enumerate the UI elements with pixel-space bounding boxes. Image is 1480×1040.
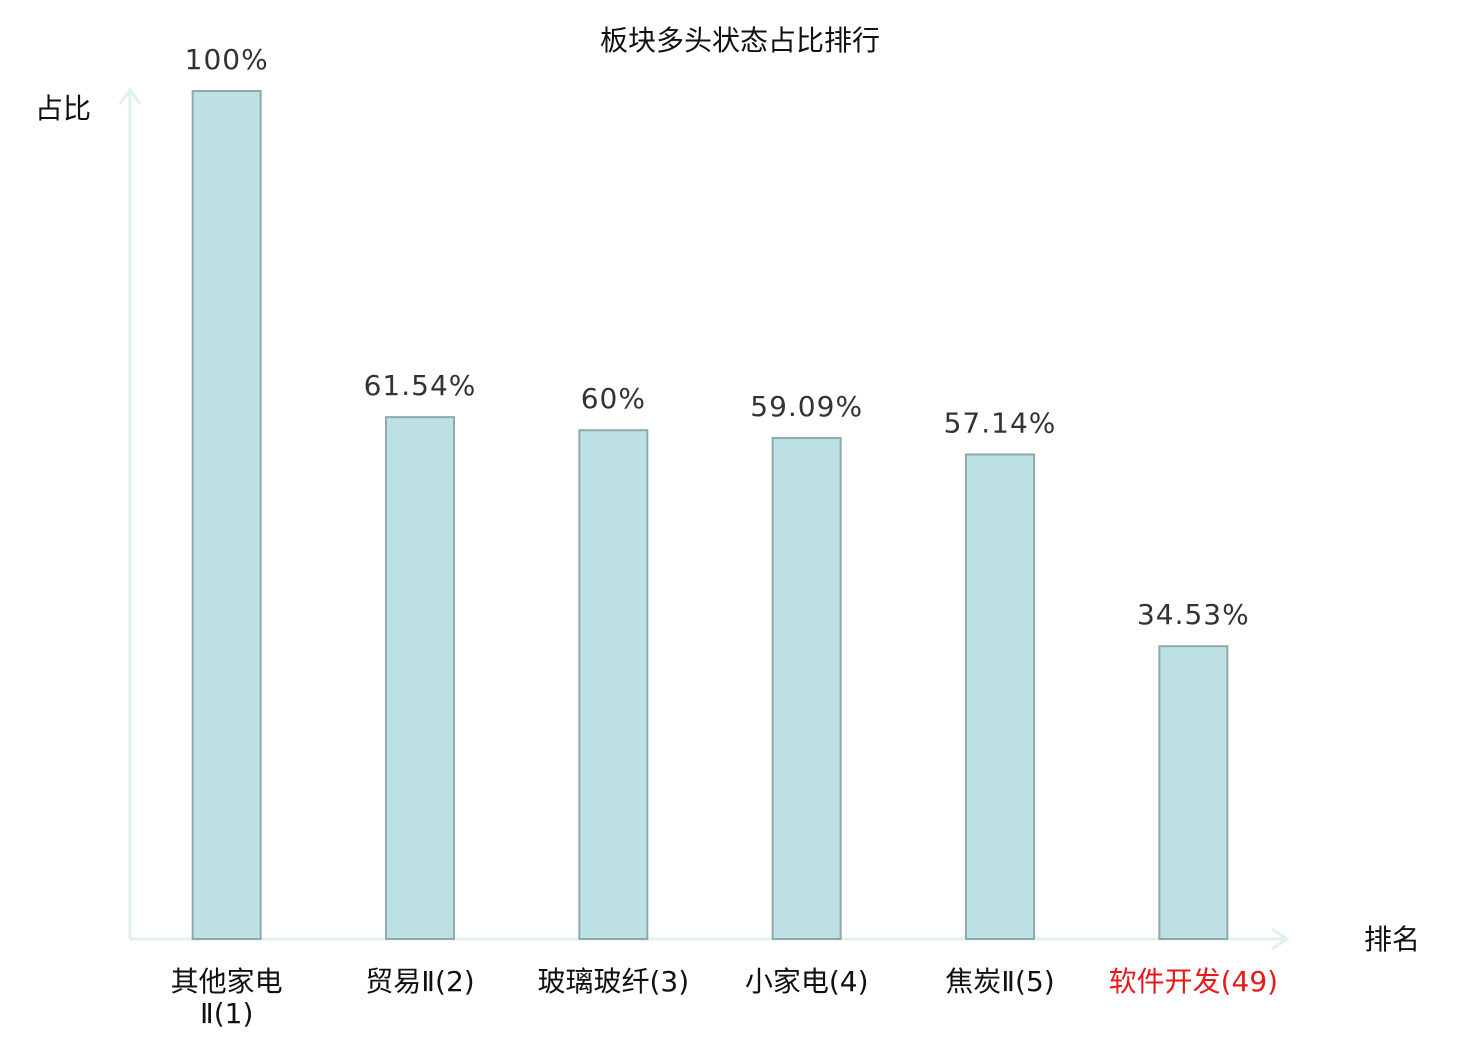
value-label: 34.53% — [1137, 598, 1250, 631]
value-label: 100% — [185, 43, 269, 76]
bar — [191, 90, 262, 940]
y-axis-arrow — [118, 87, 142, 105]
bar — [578, 429, 649, 940]
value-label: 61.54% — [364, 369, 477, 402]
value-label: 60% — [581, 382, 646, 415]
bar — [385, 416, 455, 940]
x-tick-label: 玻璃玻纤(3) — [537, 965, 689, 998]
bar — [771, 436, 842, 940]
x-tick-label: 其他家电 Ⅱ(1) — [171, 965, 283, 1030]
x-tick-label: 焦炭Ⅱ(5) — [945, 965, 1054, 998]
value-label: 59.09% — [750, 390, 863, 423]
x-axis-arrow — [1271, 927, 1290, 951]
x-tick-label: 软件开发(49) — [1109, 965, 1278, 998]
bar — [1158, 645, 1229, 940]
x-tick-label: 贸易Ⅱ(2) — [365, 965, 474, 998]
chart-title: 板块多头状态占比排行 — [600, 24, 880, 57]
bar — [965, 453, 1035, 940]
x-tick-label: 小家电(4) — [745, 965, 869, 998]
value-label: 57.14% — [944, 406, 1057, 439]
x-axis-label: 排名 — [1364, 923, 1420, 956]
y-axis-label: 占比 — [35, 92, 91, 125]
